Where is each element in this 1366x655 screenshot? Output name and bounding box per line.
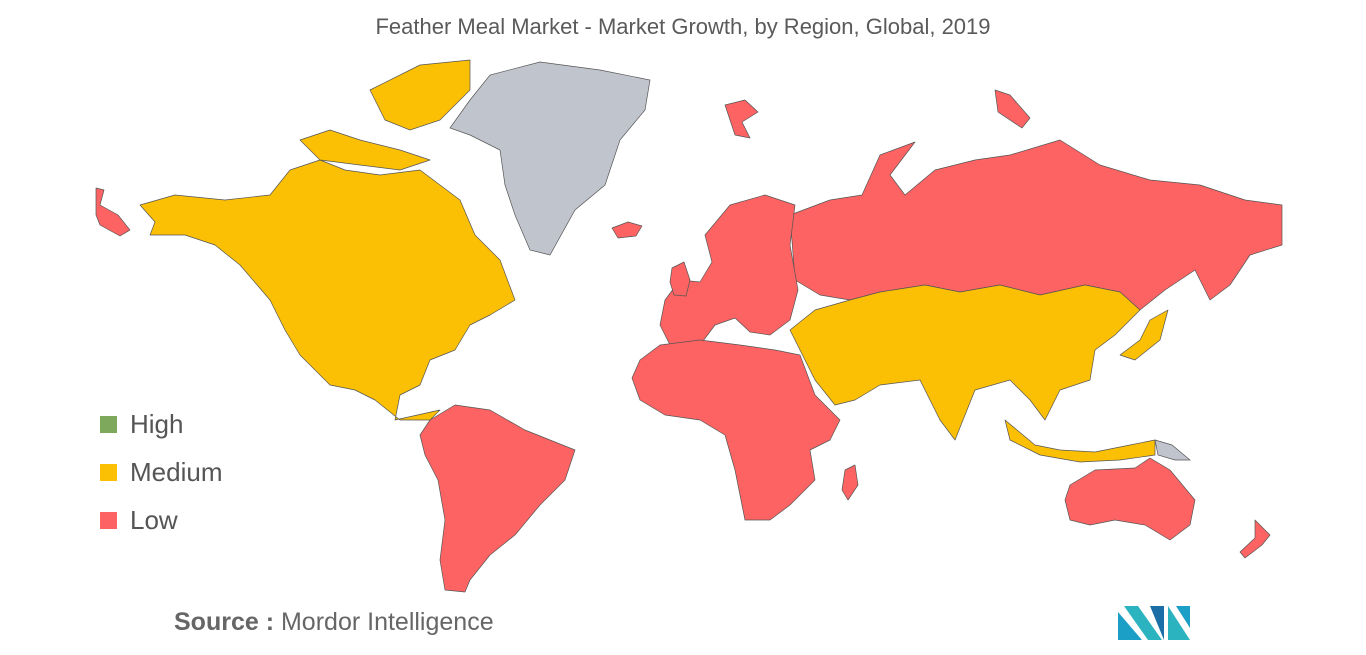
- legend-swatch: [100, 416, 117, 433]
- africa: [631, 339, 841, 521]
- iceland: [611, 221, 643, 239]
- japan: [1119, 309, 1169, 361]
- source-text: Mordor Intelligence: [281, 608, 494, 636]
- legend-swatch: [100, 512, 117, 529]
- russia: [789, 139, 1283, 311]
- legend: High Medium Low: [100, 409, 222, 535]
- australia: [1064, 457, 1196, 541]
- asia: [789, 284, 1141, 441]
- source: Source : Mordor Intelligence: [174, 608, 494, 636]
- source-label: Source :: [174, 608, 274, 636]
- legend-swatch: [100, 464, 117, 481]
- world-map: [95, 59, 1283, 593]
- south-america: [419, 404, 576, 593]
- madagascar: [841, 464, 859, 501]
- arctic-islands: [299, 129, 431, 171]
- legend-label: High: [130, 409, 183, 439]
- canada-islands: [369, 59, 471, 131]
- uk: [669, 261, 691, 297]
- legend-label: Medium: [130, 457, 222, 487]
- new-zealand: [1239, 519, 1271, 559]
- chukotka: [95, 187, 131, 237]
- greenland: [449, 61, 651, 256]
- papua: [1154, 439, 1191, 461]
- map-title: Feather Meal Market - Market Growth, by …: [375, 14, 990, 39]
- legend-label: Low: [130, 505, 178, 535]
- svalbard: [724, 99, 759, 139]
- indonesia: [1004, 419, 1156, 463]
- novaya-zemlya: [994, 89, 1031, 129]
- logo: [1118, 606, 1190, 640]
- north-america: [139, 159, 516, 421]
